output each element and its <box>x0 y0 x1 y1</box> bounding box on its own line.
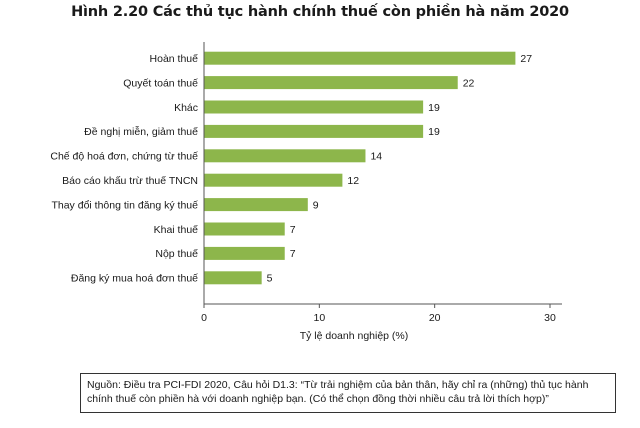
tick-labels: 0 10 20 30 <box>201 312 556 324</box>
bar <box>204 271 262 285</box>
x-tick-label: 20 <box>429 312 441 324</box>
axes-group <box>203 42 562 308</box>
bars-group <box>204 51 516 285</box>
bar <box>204 198 308 212</box>
category-label: Hoàn thuế <box>150 53 199 65</box>
category-label: Quyết toán thuế <box>123 77 198 89</box>
x-tick-label: 10 <box>313 312 325 324</box>
x-axis-label: Tỷ lệ doanh nghiệp (%) <box>300 330 409 342</box>
category-label: Thay đổi thông tin đăng ký thuế <box>51 199 198 211</box>
category-label: Khai thuế <box>154 224 199 236</box>
data-label: 7 <box>290 248 296 260</box>
x-tick-label: 30 <box>544 312 556 324</box>
category-label: Đăng ký mua hoá đơn thuế <box>71 273 198 285</box>
bar <box>204 222 285 236</box>
data-label: 9 <box>313 199 319 211</box>
bar <box>204 149 366 163</box>
bar <box>204 76 458 90</box>
category-label: Khác <box>174 102 198 114</box>
data-label: 19 <box>428 102 440 114</box>
value-labels: 27 22 19 19 14 12 9 7 7 5 <box>267 53 533 285</box>
source-note: Nguồn: Điều tra PCI-FDI 2020, Câu hỏi D1… <box>80 373 616 413</box>
bar <box>204 246 285 260</box>
x-tick-label: 0 <box>201 312 207 324</box>
bar <box>204 124 424 138</box>
data-label: 27 <box>520 53 532 65</box>
bar <box>204 173 343 187</box>
data-label: 22 <box>463 77 475 89</box>
bar <box>204 51 516 65</box>
data-label: 14 <box>370 151 382 163</box>
data-label: 7 <box>290 224 296 236</box>
category-label: Chế độ hoá đơn, chứng từ thuế <box>50 151 198 163</box>
chart-title: Hình 2.20 Các thủ tục hành chính thuế cò… <box>71 4 569 20</box>
category-label: Nộp thuế <box>155 248 198 260</box>
bar-chart: Hoàn thuế Quyết toán thuế Khác Đề nghị miễn… <box>50 42 562 342</box>
data-label: 19 <box>428 126 440 138</box>
data-label: 12 <box>347 175 359 187</box>
category-label: Báo cáo khấu trừ thuế TNCN <box>62 175 198 187</box>
data-label: 5 <box>267 273 273 285</box>
category-label: Đề nghị miễn, giảm thuế <box>84 125 198 138</box>
bar <box>204 100 424 114</box>
category-labels: Hoàn thuế Quyết toán thuế Khác Đề nghị miễn… <box>50 53 198 285</box>
